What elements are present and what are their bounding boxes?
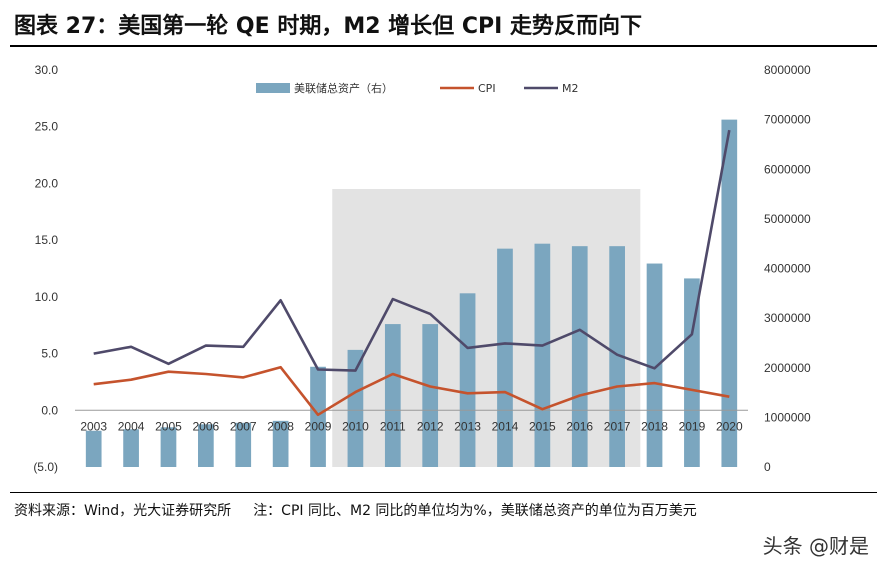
bar-2019: [684, 278, 700, 467]
bar-2016: [571, 246, 588, 467]
legend-item: CPI: [440, 82, 496, 95]
x-tick-label: 2019: [679, 419, 706, 433]
legend-label: 美联储总资产（右）: [294, 81, 393, 95]
bar-2005: [160, 427, 177, 467]
x-tick-label: 2017: [604, 419, 631, 433]
x-tick-label: 2003: [80, 419, 107, 433]
left-tick-label: (5.0): [33, 460, 58, 474]
left-tick-label: 0.0: [41, 403, 58, 417]
right-tick-label: 8000000: [764, 63, 811, 77]
left-tick-label: 5.0: [41, 347, 58, 361]
right-tick-label: 6000000: [764, 162, 811, 176]
right-tick-label: 0: [764, 460, 771, 474]
right-tick-label: 4000000: [764, 262, 811, 276]
legend-item: 美联储总资产（右）: [256, 81, 393, 95]
x-tick-label: 2006: [193, 419, 220, 433]
chart-title: 图表 27：美国第一轮 QE 时期，M2 增长但 CPI 走势反而向下: [14, 14, 642, 39]
watermark: 头条 @财是: [762, 534, 869, 558]
legend-item: M2: [524, 82, 579, 95]
x-tick-label: 2005: [155, 419, 182, 433]
legend-label: CPI: [478, 82, 496, 95]
x-tick-label: 2015: [529, 419, 556, 433]
bar-2018: [646, 263, 663, 467]
bar-2020: [721, 119, 738, 467]
source-note: 资料来源：Wind，光大证券研究所: [14, 503, 232, 519]
bar-2014: [497, 248, 513, 467]
bar-2006: [198, 424, 214, 467]
right-tick-label: 5000000: [764, 212, 811, 226]
x-tick-label: 2013: [454, 419, 481, 433]
bar-2011: [384, 324, 401, 467]
x-tick-label: 2012: [417, 419, 444, 433]
right-tick-label: 2000000: [764, 361, 811, 375]
bar-2015: [534, 243, 551, 467]
x-tick-label: 2009: [305, 419, 332, 433]
left-tick-label: 15.0: [35, 233, 59, 247]
bar-2009: [310, 366, 326, 467]
right-tick-label: 1000000: [764, 410, 811, 424]
legend-swatch: [256, 83, 290, 93]
x-tick-label: 2014: [492, 419, 519, 433]
left-tick-label: 25.0: [35, 120, 59, 134]
right-tick-label: 3000000: [764, 311, 811, 325]
x-tick-label: 2007: [230, 419, 257, 433]
bar-2007: [235, 422, 252, 467]
left-tick-label: 30.0: [35, 63, 59, 77]
left-tick-label: 10.0: [35, 290, 59, 304]
title-underline: [10, 45, 877, 47]
right-tick-label: 7000000: [764, 113, 811, 127]
bar-2013: [459, 293, 476, 467]
footnote-divider: [10, 492, 877, 493]
chart-area: 2003 2004 2005 2006 2007 2008 2009 2010 2011 2012…: [33, 63, 811, 474]
x-tick-label: 2016: [566, 419, 593, 433]
legend-label: M2: [562, 82, 579, 95]
bar-2003: [85, 430, 102, 467]
bar-2012: [422, 324, 439, 467]
unit-note: 注：CPI 同比、M2 同比的单位均为%，美联储总资产的单位为百万美元: [253, 503, 697, 519]
bar-2010: [347, 349, 364, 467]
footnote: 资料来源：Wind，光大证券研究所 注：CPI 同比、M2 同比的单位均为%，美联…: [14, 500, 697, 520]
x-tick-label: 2011: [380, 419, 406, 433]
left-tick-label: 20.0: [35, 176, 59, 190]
line-CPI: [93, 365, 730, 417]
x-tick-label: 2020: [716, 419, 743, 433]
x-tick-label: 2010: [342, 419, 369, 433]
bar-2004: [123, 429, 139, 467]
highlight-band: [332, 189, 641, 467]
bar-2017: [609, 246, 625, 467]
bar-2008: [272, 420, 289, 467]
line-M2: [93, 129, 731, 372]
x-tick-label: 2008: [267, 419, 294, 433]
x-tick-label: 2004: [118, 419, 145, 433]
x-tick-label: 2018: [641, 419, 668, 433]
